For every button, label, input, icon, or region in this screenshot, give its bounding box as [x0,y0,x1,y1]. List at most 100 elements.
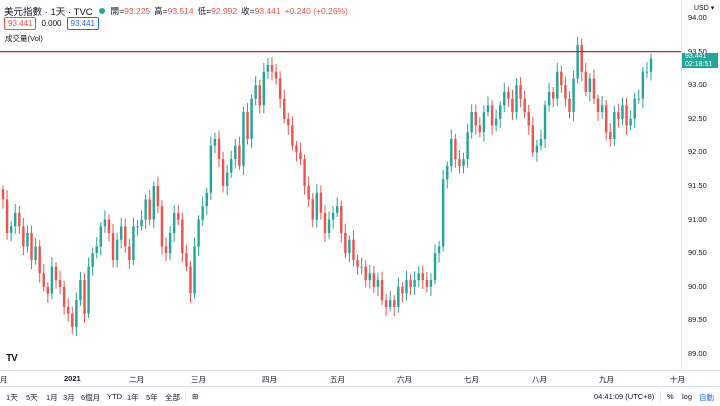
range-1y-button[interactable]: 1年 [127,393,139,402]
candle-body [315,192,319,220]
candle-body [209,145,213,193]
candle-body [592,78,596,99]
range-6m-button[interactable]: 6個月 [81,393,101,402]
candle-body [287,118,290,126]
candle-body [140,219,143,227]
candle-body [156,186,160,207]
candle-body [384,300,388,307]
candle-body [242,112,245,166]
candle-body [254,85,257,99]
time-axis-label: 三月 [191,375,206,384]
candle-body [66,306,70,314]
volume-indicator-label[interactable]: 成交量(Vol) [5,34,43,43]
candle-body [177,212,180,220]
candle-body [588,78,592,92]
candle-body [107,219,111,234]
candle-body [380,280,384,301]
date-range-icon[interactable]: ⊞ [192,392,199,401]
range-5y-button[interactable]: 5年 [146,393,158,402]
candle-body [450,138,453,166]
candle-body [217,138,221,160]
candle-body [95,246,98,254]
range-1d-button[interactable]: 1天 [6,393,18,402]
range-all-button[interactable]: 全部 [165,393,180,402]
low-label: 低 [197,6,207,16]
tradingview-logo-icon[interactable]: TV [6,353,18,364]
time-axis[interactable] [0,370,720,385]
candle-body [637,98,640,100]
auto-scale-toggle[interactable]: 自動 [699,393,714,402]
candle-body [311,199,314,220]
candle-body [58,280,62,287]
candle-body [124,226,127,247]
time-axis-label: 四月 [262,375,277,384]
candle-body [262,71,266,106]
candle-body [613,112,616,139]
candle-body [213,138,217,146]
currency-selector[interactable]: USD ▾ [694,5,715,12]
market-status-icon [98,8,105,14]
candle-body [368,273,372,281]
candle-body [372,273,376,287]
candle-body [250,98,253,139]
candle-body [625,105,628,126]
candle-body [458,159,461,166]
candle-body [397,286,400,307]
candle-body [62,286,66,307]
candle-body [340,206,343,234]
percent-scale-toggle[interactable]: % [667,392,674,401]
candle-body [14,212,17,227]
candle-body [649,58,653,72]
candle-body [433,253,437,281]
candle-body [486,105,490,113]
candle-body [621,105,624,119]
candle-body [168,233,172,254]
toolbar-divider [185,391,186,401]
legend-header: 美元指數 · 1天 · TVC 開 = 93.225 高 = 93.514 低 = 92.9… [4,6,348,18]
candle-body [34,246,37,260]
bid-ask-row: 93.441 0.000 93.441 [4,17,99,30]
candle-body [18,212,21,227]
candle-body [148,199,151,220]
candle-body [568,98,571,113]
candle-body [564,85,567,99]
candle-body [494,118,498,126]
candle-body [230,159,233,173]
price-axis-label: 89.50 [688,315,707,325]
candle-body [523,98,526,113]
candle-body [83,280,86,314]
candle-body [596,98,600,113]
low-value: 92.992 [211,6,238,16]
candle-body [633,98,636,119]
sell-button[interactable]: 93.441 [4,17,37,30]
candle-body [425,280,429,287]
candle-body [119,226,123,240]
high-value: 93.514 [167,6,194,16]
buy-button[interactable]: 93.441 [66,17,99,30]
candle-body [600,105,604,113]
candle-body [30,233,33,260]
candlestick-chart[interactable] [0,0,720,370]
clock-time[interactable]: 04:41:09 (UTC+8) [594,392,655,401]
candle-body [299,152,302,160]
candle-body [1,189,5,200]
range-5d-button[interactable]: 5天 [26,393,38,402]
price-axis-label: 90.50 [688,248,707,258]
candle-body [437,246,441,254]
candle-body [295,145,298,153]
candle-body [50,266,54,294]
candle-body [462,159,465,166]
log-scale-toggle[interactable]: log [682,392,693,401]
range-1m-button[interactable]: 1月 [46,393,58,402]
bar-countdown: 02:18:51 [685,60,713,68]
candle-body [201,206,204,220]
candle-body [42,273,45,287]
candle-body [417,273,420,281]
range-ytd-button[interactable]: YTD [107,392,122,401]
candle-body [551,91,555,99]
range-3m-button[interactable]: 3月 [63,393,75,402]
candle-body [503,91,506,106]
symbol-title[interactable]: 美元指數 · 1天 · TVC [4,7,93,18]
candle-body [515,85,518,113]
price-axis-label: 93.50 [688,46,707,56]
